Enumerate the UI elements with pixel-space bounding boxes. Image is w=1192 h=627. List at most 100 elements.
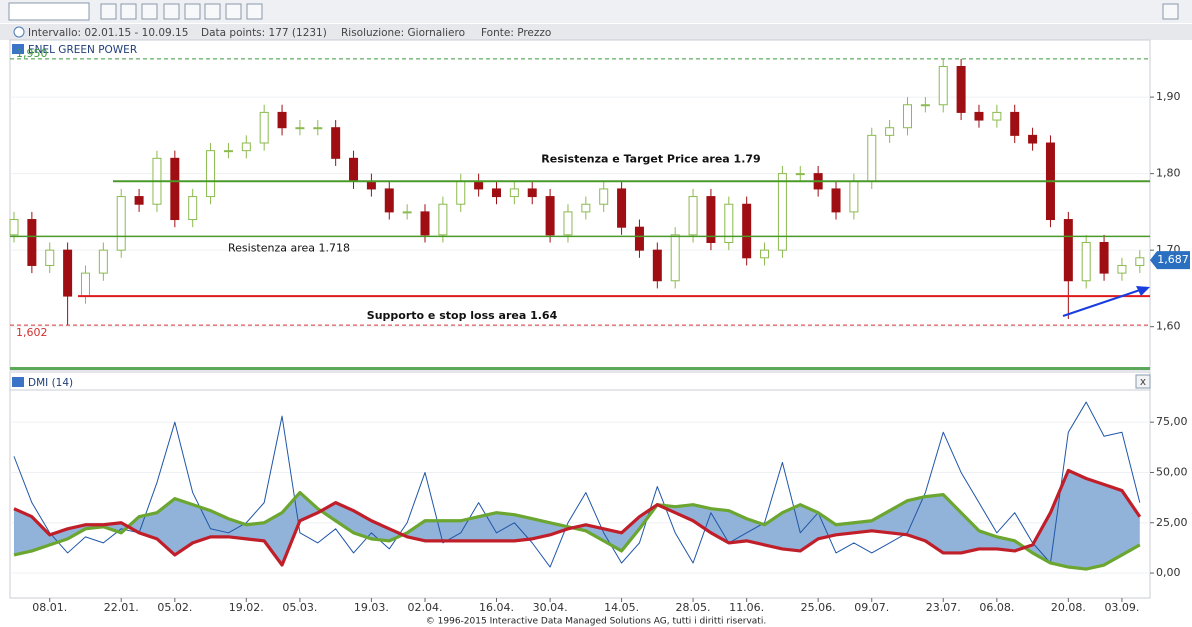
candle-body	[777, 173, 787, 251]
print-button[interactable]	[1162, 3, 1179, 20]
x-tick-label: 11.06.	[729, 601, 764, 614]
candle-body	[402, 211, 412, 214]
candle-body	[652, 249, 662, 282]
level-label: Supporto e stop loss area 1.64	[367, 309, 558, 322]
x-tick-label: 25.06.	[801, 601, 836, 614]
level-label: Resistenza e Target Price area 1.79	[541, 152, 760, 165]
candle-body	[98, 249, 108, 274]
candle-body	[670, 234, 680, 282]
marker-label: 1,950	[16, 47, 48, 60]
candle-body	[420, 211, 430, 236]
candle-body	[9, 219, 19, 236]
copyright: © 1996-2015 Interactive Data Managed Sol…	[426, 617, 766, 627]
candle-body	[1010, 111, 1020, 136]
tool-button[interactable]	[163, 3, 180, 20]
di-area	[14, 470, 1140, 570]
toolbar-bg	[0, 0, 1192, 23]
x-tick-label: 16.04.	[479, 601, 514, 614]
candle-body	[992, 111, 1002, 121]
x-tick-label: 20.08.	[1051, 601, 1086, 614]
tool-button[interactable]	[100, 3, 117, 20]
candle-body	[509, 188, 519, 198]
candle-body	[795, 173, 805, 176]
candle-body	[1135, 257, 1145, 266]
candle-body	[1099, 241, 1109, 274]
x-tick-label: 19.02.	[229, 601, 264, 614]
marker-label: 1,602	[16, 326, 48, 339]
x-tick-label: 30.04.	[533, 601, 568, 614]
price-tag-label: 1,687	[1157, 253, 1189, 266]
dmi-panel	[9, 389, 1151, 599]
y-tick-label: 0,00	[1156, 566, 1181, 579]
level-label: Resistenza area 1.718	[228, 241, 350, 254]
legend-swatch	[12, 44, 24, 54]
candle-body	[80, 272, 90, 297]
x-tick-label: 05.03.	[282, 601, 317, 614]
y-tick-label: 25,00	[1156, 516, 1188, 529]
search-box[interactable]	[8, 2, 90, 21]
close-label[interactable]: x	[1140, 376, 1146, 388]
candle-body	[456, 180, 466, 205]
tool-button[interactable]	[204, 3, 221, 20]
candle-body	[384, 188, 394, 213]
close-button[interactable]	[1135, 374, 1151, 389]
candle-body	[956, 65, 966, 113]
candle-body	[313, 127, 323, 130]
info-icon	[13, 26, 25, 38]
candle-body	[295, 127, 305, 130]
candle-body	[188, 196, 198, 221]
x-tick-label: 02.04.	[408, 601, 443, 614]
tool-button[interactable]	[120, 3, 137, 20]
x-tick-label: 03.09.	[1104, 601, 1139, 614]
candle-body	[134, 196, 144, 205]
y-tick-label: 1,80	[1156, 167, 1181, 180]
candle-body	[742, 203, 752, 259]
candle-body	[867, 134, 877, 182]
x-tick-label: 28.05.	[676, 601, 711, 614]
candle-body	[491, 188, 501, 198]
candle-body	[1117, 264, 1127, 274]
trend-arrow	[1062, 289, 1141, 317]
x-tick-label: 14.05.	[604, 601, 639, 614]
x-tick-label: 05.02.	[157, 601, 192, 614]
candle-body	[27, 219, 37, 266]
dmi-line	[13, 401, 1141, 568]
candle-body	[599, 188, 609, 205]
candle-body	[920, 104, 930, 107]
candle-body	[849, 180, 859, 213]
candle-body	[116, 196, 126, 251]
candle-body	[331, 127, 341, 159]
candle-body	[45, 249, 55, 266]
tool-button[interactable]	[141, 3, 158, 20]
source: Fonte: Prezzo	[481, 27, 551, 39]
candle-body	[563, 211, 573, 236]
candle-body	[474, 180, 484, 190]
candle-body	[831, 188, 841, 213]
candle-body	[617, 188, 627, 228]
candle-body	[760, 249, 770, 259]
tool-button[interactable]	[246, 3, 263, 20]
candle-body	[938, 65, 948, 106]
info-bar	[0, 24, 1192, 40]
y-tick-label: 50,00	[1156, 465, 1188, 478]
y-tick-label: 1,90	[1156, 90, 1181, 103]
candle-body	[545, 196, 555, 236]
dmi-line	[13, 468, 1142, 567]
interval: Intervallo: 02.01.15 - 10.09.15	[28, 27, 188, 39]
tool-button[interactable]	[225, 3, 242, 20]
tool-button[interactable]	[184, 3, 201, 20]
candle-body	[634, 226, 644, 251]
arrow-head	[1136, 286, 1150, 296]
x-tick-label: 09.07.	[854, 601, 889, 614]
candle-body	[438, 203, 448, 236]
x-tick-label: 22.01.	[104, 601, 139, 614]
candle-body	[974, 111, 984, 121]
y-tick-label: 1,60	[1156, 320, 1181, 333]
x-tick-label: 08.01.	[32, 601, 67, 614]
candle-body	[170, 157, 180, 221]
candle-body	[903, 104, 912, 129]
dmi-header	[9, 371, 1151, 391]
candle-body	[241, 142, 251, 152]
